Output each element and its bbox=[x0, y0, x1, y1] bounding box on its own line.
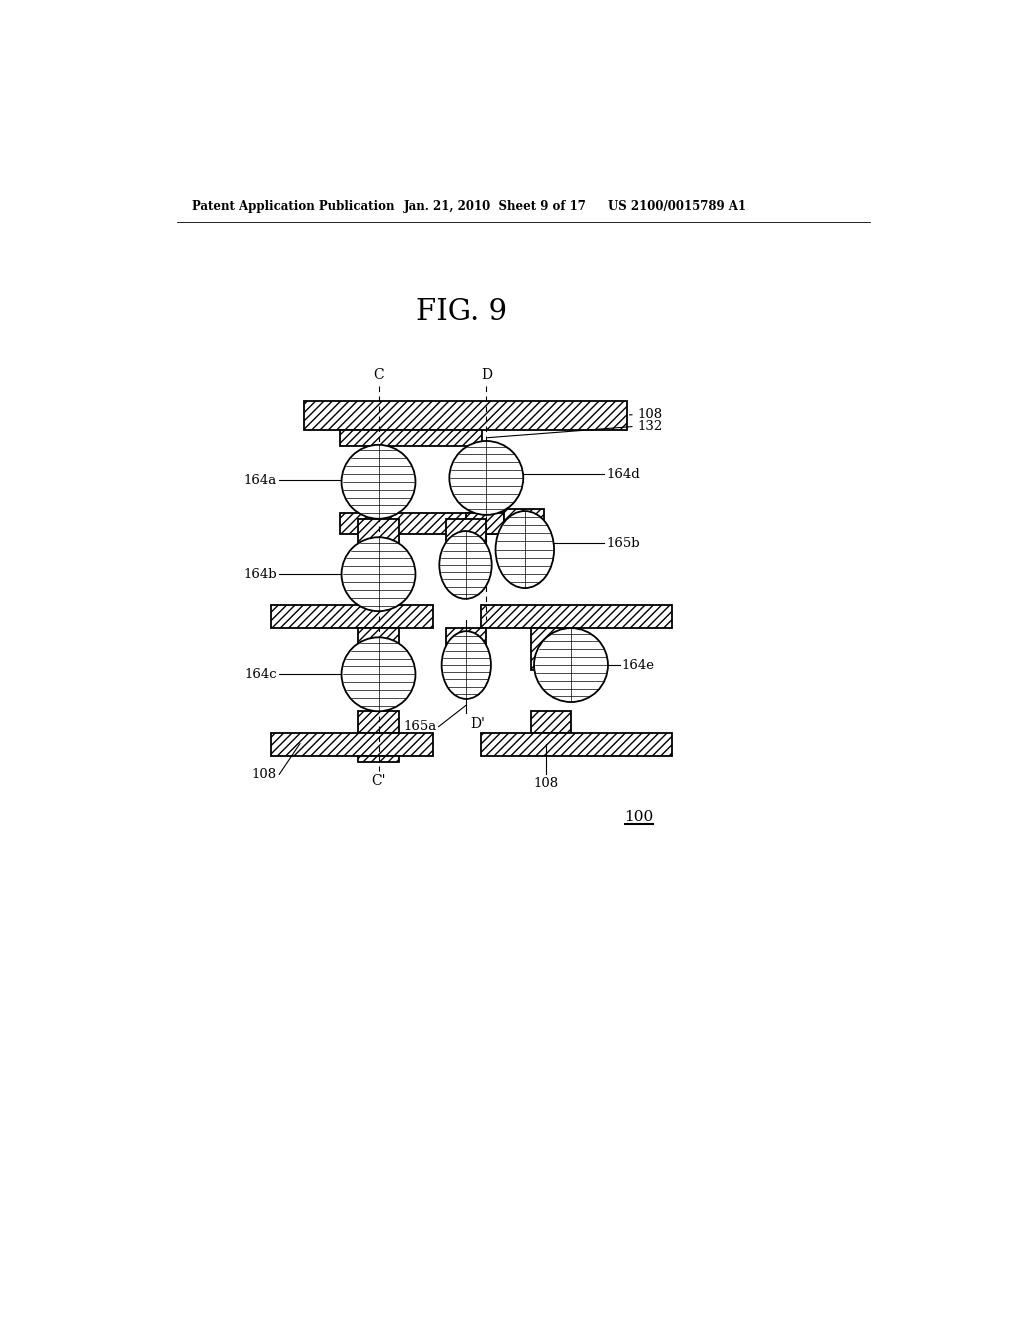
Text: 108: 108 bbox=[534, 776, 559, 789]
Ellipse shape bbox=[439, 531, 492, 599]
Text: Jan. 21, 2010  Sheet 9 of 17: Jan. 21, 2010 Sheet 9 of 17 bbox=[403, 199, 587, 213]
Bar bbox=[358, 519, 398, 595]
Bar bbox=[481, 605, 672, 628]
Text: FIG. 9: FIG. 9 bbox=[416, 298, 507, 326]
Bar bbox=[358, 756, 398, 762]
Text: 108: 108 bbox=[252, 768, 276, 781]
Text: 100: 100 bbox=[625, 809, 653, 824]
Bar bbox=[466, 512, 504, 535]
Text: 164b: 164b bbox=[244, 568, 276, 581]
Bar bbox=[481, 733, 672, 756]
Bar bbox=[304, 401, 628, 430]
Bar bbox=[358, 711, 398, 733]
Bar bbox=[531, 711, 571, 733]
Ellipse shape bbox=[441, 631, 490, 700]
Bar bbox=[358, 628, 398, 671]
Text: 164a: 164a bbox=[244, 474, 276, 487]
Bar bbox=[271, 605, 433, 628]
Text: D': D' bbox=[470, 717, 485, 731]
Text: 108: 108 bbox=[637, 408, 663, 421]
Ellipse shape bbox=[496, 511, 554, 589]
Bar bbox=[271, 733, 433, 756]
Text: D: D bbox=[481, 368, 492, 381]
Bar bbox=[340, 430, 482, 446]
Text: 164c: 164c bbox=[245, 668, 276, 681]
Bar bbox=[340, 512, 508, 535]
Text: C: C bbox=[373, 368, 384, 381]
Text: 165b: 165b bbox=[606, 537, 640, 550]
Ellipse shape bbox=[450, 441, 523, 515]
Text: 164d: 164d bbox=[606, 467, 640, 480]
Text: 165a: 165a bbox=[403, 721, 436, 733]
Bar bbox=[531, 628, 571, 671]
Ellipse shape bbox=[535, 628, 608, 702]
Text: 132: 132 bbox=[637, 420, 663, 433]
Text: Patent Application Publication: Patent Application Publication bbox=[193, 199, 394, 213]
Text: 164e: 164e bbox=[622, 659, 654, 672]
Bar bbox=[446, 519, 486, 573]
Text: US 2100/0015789 A1: US 2100/0015789 A1 bbox=[608, 199, 745, 213]
Ellipse shape bbox=[342, 638, 416, 711]
Ellipse shape bbox=[342, 445, 416, 519]
Ellipse shape bbox=[342, 537, 416, 611]
Bar bbox=[504, 508, 544, 549]
Text: C': C' bbox=[372, 775, 386, 788]
Bar bbox=[446, 628, 486, 671]
